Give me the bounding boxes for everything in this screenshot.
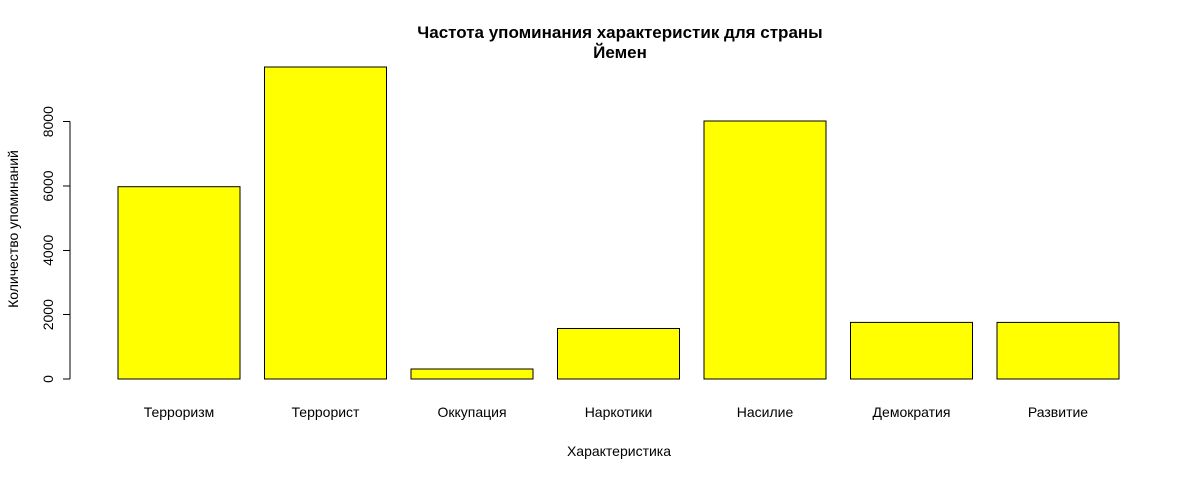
x-tick-label: Наркотики <box>585 404 653 420</box>
y-tick-label: 2000 <box>40 299 56 330</box>
bar-5 <box>703 120 827 380</box>
y-tick-label: 0 <box>40 375 56 383</box>
x-tick-label: Развитие <box>1028 404 1088 420</box>
y-axis-title: Количество упоминаний <box>5 150 21 308</box>
bar-6 <box>850 321 973 380</box>
x-tick-label: Терроризм <box>144 404 215 420</box>
bars-group <box>117 66 1120 380</box>
bar-3 <box>410 368 534 380</box>
y-tick-label: 6000 <box>40 170 56 201</box>
y-tick-label: 4000 <box>40 235 56 266</box>
bar-2 <box>264 66 387 380</box>
chart-subtitle: Йемен <box>593 43 647 62</box>
x-axis-labels: Терроризм Террорист Оккупация Наркотики Наси… <box>144 404 1089 420</box>
x-tick-label: Террорист <box>292 404 361 420</box>
x-axis-title: Характеристика <box>567 443 671 459</box>
x-tick-label: Демократия <box>873 404 951 420</box>
bar-7 <box>996 321 1120 380</box>
bar-1 <box>117 186 241 380</box>
chart-title: Частота упоминания характеристик для стр… <box>417 23 822 42</box>
bar-4 <box>557 328 680 380</box>
y-tick-label: 8000 <box>40 106 56 137</box>
y-axis: 0 2000 4000 6000 8000 <box>40 106 71 383</box>
x-tick-label: Насилие <box>737 404 794 420</box>
x-tick-label: Оккупация <box>437 404 506 420</box>
